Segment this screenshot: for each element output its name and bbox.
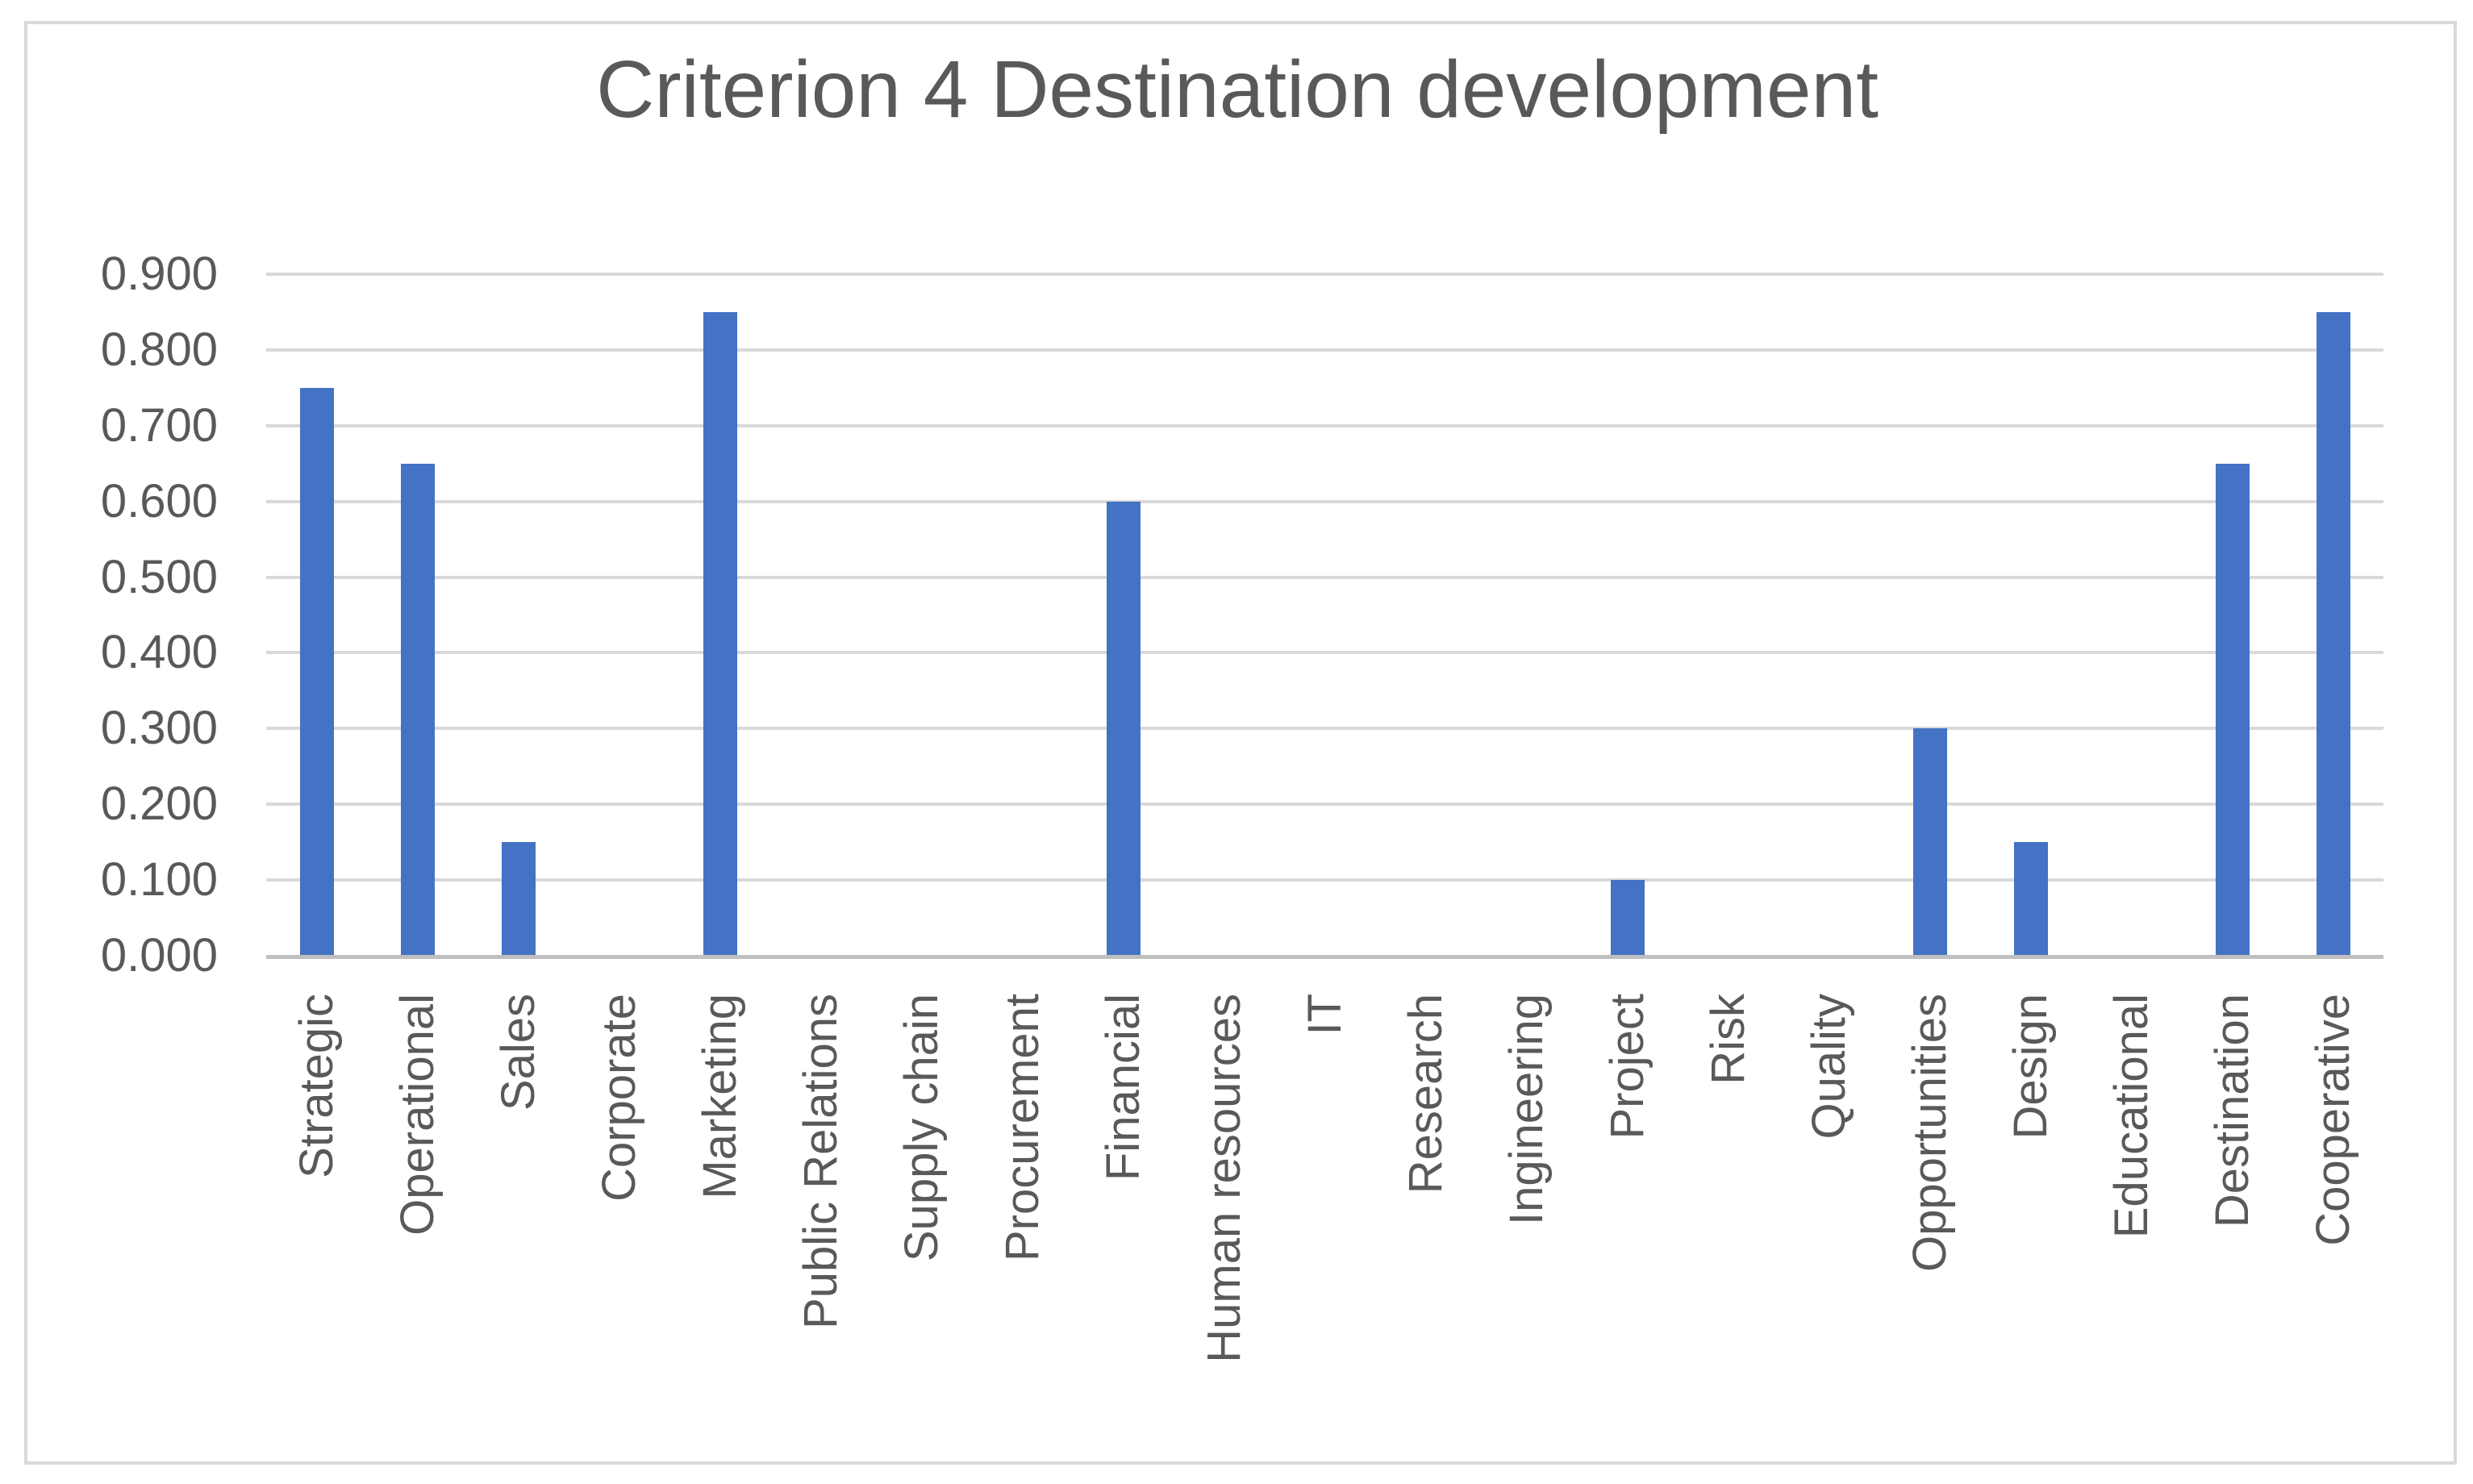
bar — [1610, 880, 1645, 956]
x-category-label: Operational — [390, 994, 444, 1236]
axis-line — [266, 955, 2383, 959]
bar — [299, 387, 334, 956]
y-tick-label: 0.500 — [100, 550, 218, 603]
gridline — [266, 499, 2383, 503]
gridline — [266, 348, 2383, 352]
gridline — [266, 423, 2383, 427]
x-category-label: Corporate — [592, 994, 645, 1202]
y-tick-label: 0.800 — [100, 323, 218, 376]
y-tick-label: 0.000 — [100, 929, 218, 982]
bar — [1106, 501, 1141, 956]
gridline — [266, 575, 2383, 579]
bar — [2316, 311, 2350, 956]
x-category-label: Ingineering — [1499, 994, 1553, 1225]
x-category-label: IT — [1298, 994, 1351, 1036]
bar — [400, 463, 435, 956]
y-tick-label: 0.300 — [100, 702, 218, 755]
x-category-label: Research — [1399, 994, 1452, 1194]
x-category-label: Procurement — [995, 994, 1049, 1262]
x-category-label: Design — [2004, 994, 2057, 1140]
x-category-label: Supply chain — [895, 994, 948, 1262]
bar — [501, 842, 536, 956]
y-tick-label: 0.900 — [100, 248, 218, 300]
gridline — [266, 273, 2383, 276]
gridline — [266, 651, 2383, 655]
bar — [2013, 842, 2048, 956]
x-category-label: Educational — [2104, 994, 2158, 1239]
y-tick-label: 0.200 — [100, 777, 218, 831]
x-category-label: Opportunities — [1903, 994, 1956, 1272]
x-category-label: Quality — [1802, 994, 1855, 1140]
x-category-label: Cooperative — [2306, 994, 2359, 1246]
gridline — [266, 878, 2383, 882]
y-tick-label: 0.700 — [100, 398, 218, 452]
chart-title: Criterion 4 Destination development — [596, 44, 1879, 135]
y-tick-label: 0.600 — [100, 474, 218, 527]
x-category-label: Risk — [1701, 994, 1754, 1085]
y-tick-label: 0.100 — [100, 853, 218, 907]
x-category-label: Marketing — [693, 994, 746, 1199]
x-category-label: Strategic — [290, 994, 343, 1178]
gridline — [266, 802, 2383, 807]
y-tick-label: 0.400 — [100, 626, 218, 679]
bar — [703, 311, 737, 956]
gridline — [266, 727, 2383, 731]
bar — [2215, 463, 2250, 956]
x-category-label: Public Relations — [794, 994, 847, 1329]
bar — [1912, 728, 1947, 956]
x-category-label: Project — [1600, 994, 1654, 1140]
x-category-label: Destination — [2205, 994, 2258, 1228]
x-category-label: Human resources — [1197, 994, 1250, 1363]
x-category-label: Sales — [491, 994, 544, 1111]
x-category-label: Financial — [1096, 994, 1149, 1182]
